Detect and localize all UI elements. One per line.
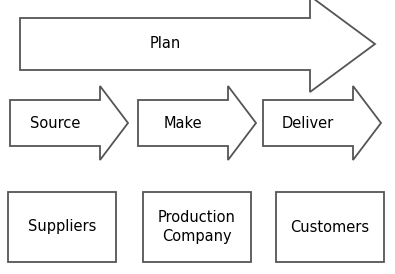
- Polygon shape: [263, 86, 381, 160]
- Text: Suppliers: Suppliers: [28, 219, 96, 235]
- Bar: [143, 192, 251, 262]
- Bar: [8, 192, 116, 262]
- Text: Plan: Plan: [149, 36, 181, 52]
- Bar: [276, 192, 384, 262]
- Text: Production
Company: Production Company: [158, 210, 236, 244]
- Polygon shape: [20, 0, 375, 92]
- Polygon shape: [10, 86, 128, 160]
- Text: Customers: Customers: [290, 219, 370, 235]
- Text: Source: Source: [30, 116, 80, 130]
- Polygon shape: [138, 86, 256, 160]
- Text: Deliver: Deliver: [282, 116, 334, 130]
- Text: Make: Make: [164, 116, 202, 130]
